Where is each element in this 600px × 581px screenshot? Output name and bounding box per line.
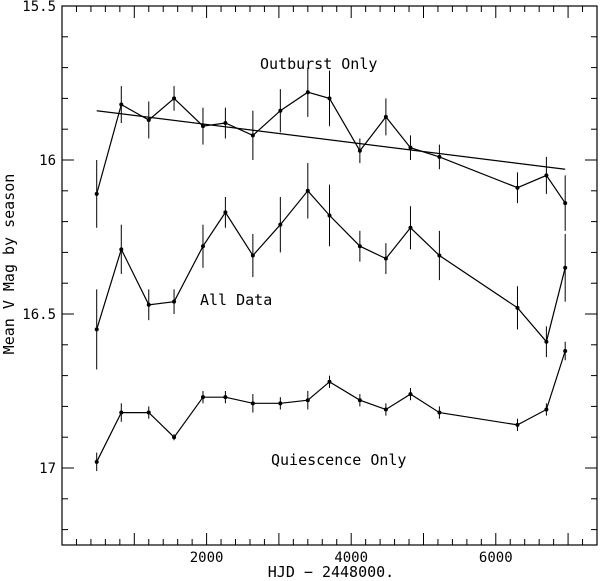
axis-ticks: 2000 4000 6000 15.5 16 16.5 17 (22, 0, 597, 566)
data-point (278, 401, 283, 406)
data-point (437, 253, 442, 258)
series-group (94, 67, 568, 472)
data-point (146, 410, 151, 415)
data-point (563, 265, 568, 270)
data-point (408, 225, 413, 230)
data-point (223, 210, 228, 215)
x-tick-label: 6000 (479, 550, 513, 566)
x-tick-label: 4000 (334, 550, 368, 566)
annotation-quiescence-only: Quiescence Only (271, 451, 406, 469)
data-point (305, 90, 310, 95)
data-point (200, 244, 205, 249)
data-point (327, 379, 332, 384)
data-point (327, 96, 332, 101)
x-tick-label: 2000 (190, 550, 224, 566)
plot-frame (61, 5, 598, 546)
data-point (172, 435, 177, 440)
data-point (278, 108, 283, 113)
data-point (250, 253, 255, 258)
data-point (437, 154, 442, 159)
data-point (383, 114, 388, 119)
data-point (563, 201, 568, 206)
data-point (357, 244, 362, 249)
annotation-outburst-only: Outburst Only (260, 55, 377, 73)
data-point (544, 339, 549, 344)
data-point (305, 398, 310, 403)
series-1 (94, 67, 568, 231)
y-axis-label: Mean V Mag by season (0, 174, 18, 355)
y-tick-label: 15.5 (22, 0, 56, 15)
data-point (146, 302, 151, 307)
data-point (544, 173, 549, 178)
data-point (200, 124, 205, 129)
data-point (172, 96, 177, 101)
data-point (327, 213, 332, 218)
data-point (200, 395, 205, 400)
data-point (94, 459, 99, 464)
data-point (94, 327, 99, 332)
data-point (278, 222, 283, 227)
data-point (305, 188, 310, 193)
x-axis-label: HJD − 2448000. (268, 563, 394, 581)
data-point (408, 145, 413, 150)
data-point (515, 422, 520, 427)
data-point (223, 121, 228, 126)
data-point (119, 410, 124, 415)
data-point (119, 102, 124, 107)
data-point (515, 185, 520, 190)
data-point (94, 191, 99, 196)
series-line (96, 91, 566, 204)
data-point (383, 407, 388, 412)
data-point (437, 410, 442, 415)
series-line (96, 350, 566, 463)
y-tick-label: 16 (39, 153, 56, 169)
series-2 (94, 163, 568, 370)
data-point (357, 148, 362, 153)
data-point (250, 401, 255, 406)
data-point (563, 348, 568, 353)
data-point (146, 117, 151, 122)
data-point (383, 256, 388, 261)
y-tick-label: 16.5 (22, 307, 56, 323)
data-point (408, 392, 413, 397)
fit-line-group (96, 110, 566, 170)
fit-line (96, 110, 566, 170)
data-point (172, 299, 177, 304)
plot-border (61, 5, 598, 546)
data-point (544, 407, 549, 412)
series-line (96, 189, 566, 343)
series-3 (94, 341, 568, 472)
data-point (119, 247, 124, 252)
y-tick-label: 17 (39, 461, 56, 477)
data-point (223, 395, 228, 400)
data-point (357, 398, 362, 403)
data-point (515, 305, 520, 310)
annotation-all-data: All Data (200, 291, 272, 309)
data-point (250, 133, 255, 138)
